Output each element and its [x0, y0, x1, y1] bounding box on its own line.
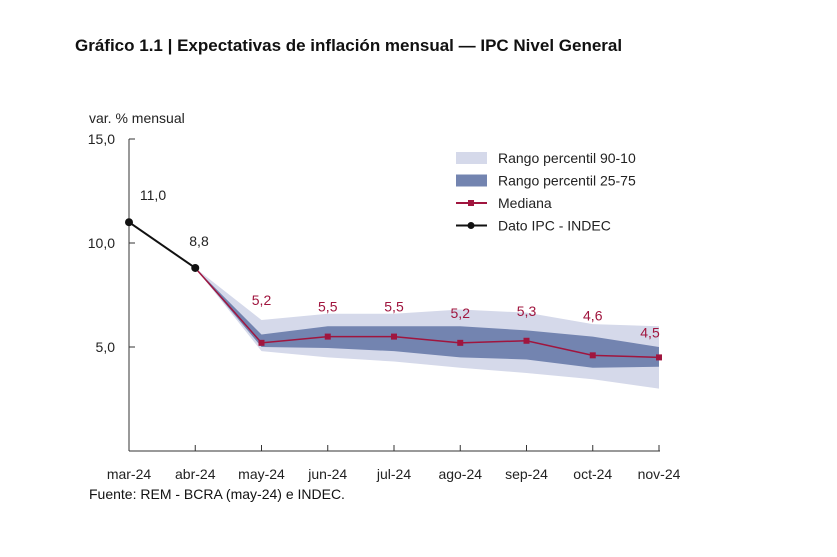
legend-p25-75-swatch — [456, 174, 487, 187]
legend-p25-75-label: Rango percentil 25-75 — [498, 173, 636, 189]
x-tick-label: sep-24 — [505, 466, 548, 482]
median-marker — [523, 337, 530, 344]
median-label: 4,5 — [640, 324, 660, 340]
median-marker — [457, 339, 464, 346]
x-tick-label: mar-24 — [107, 466, 152, 482]
median-label: 5,5 — [318, 299, 338, 315]
x-tick-label: oct-24 — [573, 466, 612, 482]
legend-median-marker — [468, 200, 474, 206]
x-tick-label: jun-24 — [307, 466, 347, 482]
ipc-marker — [191, 263, 200, 272]
x-tick-label: ago-24 — [438, 466, 482, 482]
ipc-marker — [125, 218, 133, 227]
median-marker — [258, 339, 265, 346]
median-marker — [324, 333, 331, 340]
y-tick-label: 15,0 — [88, 131, 115, 147]
legend-p90-10-label: Rango percentil 90-10 — [498, 150, 636, 166]
median-marker — [589, 352, 596, 359]
x-tick-label: nov-24 — [638, 466, 681, 482]
median-label: 4,6 — [583, 307, 603, 323]
median-marker — [391, 333, 397, 340]
ipc-line — [128, 221, 196, 269]
x-tick-label: may-24 — [238, 466, 285, 482]
y-tick-label: 10,0 — [88, 235, 115, 251]
ipc-label: 11,0 — [140, 187, 166, 203]
legend-median-label: Mediana — [498, 195, 552, 211]
y-tick-label: 5,0 — [96, 339, 116, 355]
x-tick-label: jul-24 — [376, 466, 411, 482]
y-axis-label: var. % mensual — [89, 110, 185, 126]
chart-source: Fuente: REM - BCRA (may-24) e INDEC. — [89, 486, 345, 502]
median-label: 5,2 — [252, 292, 272, 308]
legend-ipc-label: Dato IPC - INDEC — [498, 218, 611, 234]
chart-title: Gráfico 1.1 | Expectativas de inflación … — [75, 36, 623, 55]
band-p25-75 — [195, 267, 659, 368]
legend-p90-10-swatch — [456, 152, 487, 164]
median-label: 5,5 — [384, 299, 404, 315]
ipc-label: 8,8 — [189, 233, 209, 249]
median-line — [194, 267, 660, 359]
median-marker — [656, 354, 662, 361]
median-label: 5,3 — [517, 303, 537, 319]
median-label: 5,2 — [451, 305, 471, 321]
x-tick-label: abr-24 — [175, 466, 216, 482]
legend-ipc-marker — [467, 222, 475, 229]
